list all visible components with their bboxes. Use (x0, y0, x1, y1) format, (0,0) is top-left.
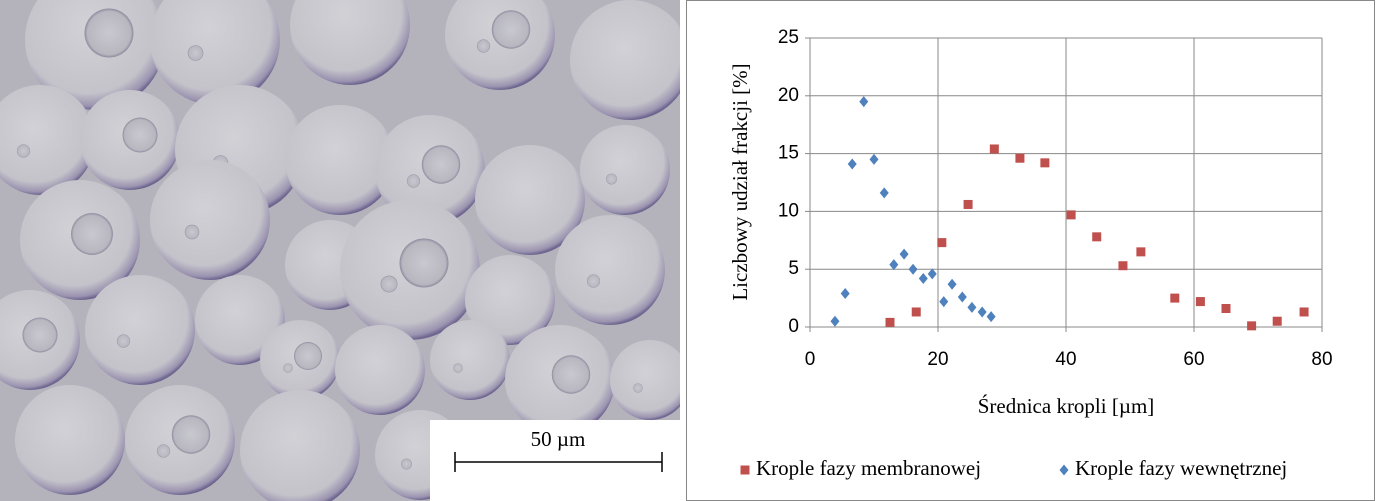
inner-droplet (551, 355, 591, 394)
point (937, 238, 947, 248)
droplet (465, 255, 555, 345)
x-tick-label: 60 (1183, 349, 1204, 370)
point (989, 144, 999, 154)
point (1092, 232, 1102, 242)
point (957, 291, 967, 303)
point (947, 278, 957, 290)
point (1247, 321, 1257, 331)
inner-droplet (380, 275, 398, 293)
legend-marker (1059, 464, 1069, 476)
inner-droplet (84, 8, 134, 58)
droplet (570, 0, 680, 120)
droplet (285, 105, 395, 215)
inner-droplet (421, 145, 461, 184)
point (879, 187, 889, 199)
y-tick-label: 25 (778, 27, 799, 48)
inner-droplet (401, 458, 412, 470)
droplet (240, 390, 360, 501)
droplet (0, 85, 95, 195)
inner-droplet (22, 317, 58, 353)
point (869, 153, 879, 165)
inner-droplet (453, 363, 463, 373)
inner-droplet (476, 39, 491, 53)
droplet (610, 340, 680, 420)
inner-droplet (187, 45, 204, 61)
point (911, 307, 921, 317)
point (1170, 293, 1180, 303)
chart-frame (686, 0, 1375, 501)
x-tick-label: 80 (1311, 349, 1332, 370)
scale-bar-background (430, 420, 680, 501)
scale-bar-label: 50 µm (531, 427, 586, 451)
inner-droplet (399, 238, 449, 288)
droplet (475, 145, 585, 255)
inner-droplet (184, 224, 200, 240)
legend-label: Krople fazy wewnętrznej (1075, 456, 1287, 480)
droplet (85, 275, 195, 385)
inner-droplet (171, 415, 211, 454)
point (899, 248, 909, 260)
inner-droplet (283, 363, 293, 373)
inner-droplet (16, 144, 31, 158)
y-tick-label: 0 (788, 316, 799, 337)
x-axis-label: Średnica kropli [µm] (978, 394, 1155, 418)
point (885, 317, 895, 327)
point (963, 199, 973, 209)
inner-droplet (406, 174, 421, 188)
point (847, 158, 857, 170)
point (918, 272, 928, 284)
inner-droplet (586, 274, 601, 288)
point (986, 311, 996, 323)
point (1066, 210, 1076, 220)
point (927, 268, 937, 280)
droplet (430, 320, 510, 400)
inner-droplet (116, 334, 131, 348)
point (1299, 307, 1309, 317)
droplet (335, 325, 425, 415)
point (1015, 153, 1025, 163)
y-tick-label: 15 (778, 143, 799, 164)
droplet (555, 215, 665, 325)
legend-marker (740, 465, 750, 475)
point (1136, 247, 1146, 257)
point (977, 306, 987, 318)
point (908, 263, 918, 275)
point (967, 301, 977, 313)
droplet (580, 125, 670, 215)
point (939, 296, 949, 308)
inner-droplet (491, 10, 531, 49)
point (859, 96, 869, 108)
inner-droplet (156, 444, 171, 458)
y-tick-label: 10 (778, 200, 799, 221)
inner-droplet (71, 213, 113, 255)
inner-droplet (122, 117, 158, 153)
point (1221, 304, 1231, 314)
droplet (150, 0, 280, 105)
inner-droplet (633, 383, 643, 393)
inner-droplet (294, 342, 322, 370)
y-axis-label: Liczbowy udział frakcji [%] (728, 63, 752, 300)
point (1118, 261, 1128, 271)
micrograph (0, 0, 680, 501)
y-tick-label: 5 (788, 258, 799, 279)
x-tick-label: 20 (927, 349, 948, 370)
point (1272, 316, 1282, 326)
point (1040, 158, 1050, 168)
point (830, 315, 840, 327)
droplet (290, 0, 410, 85)
point (889, 259, 899, 271)
droplet (195, 275, 285, 365)
point (840, 287, 850, 299)
inner-droplet (606, 173, 617, 185)
droplet (150, 160, 270, 280)
droplet (15, 385, 125, 495)
y-tick-label: 20 (778, 85, 799, 106)
legend-label: Krople fazy membranowej (756, 456, 981, 480)
point (1195, 297, 1205, 307)
x-tick-label: 40 (1055, 349, 1076, 370)
scale-bar-box: 50 µm (430, 420, 680, 501)
x-tick-label: 0 (805, 349, 816, 370)
